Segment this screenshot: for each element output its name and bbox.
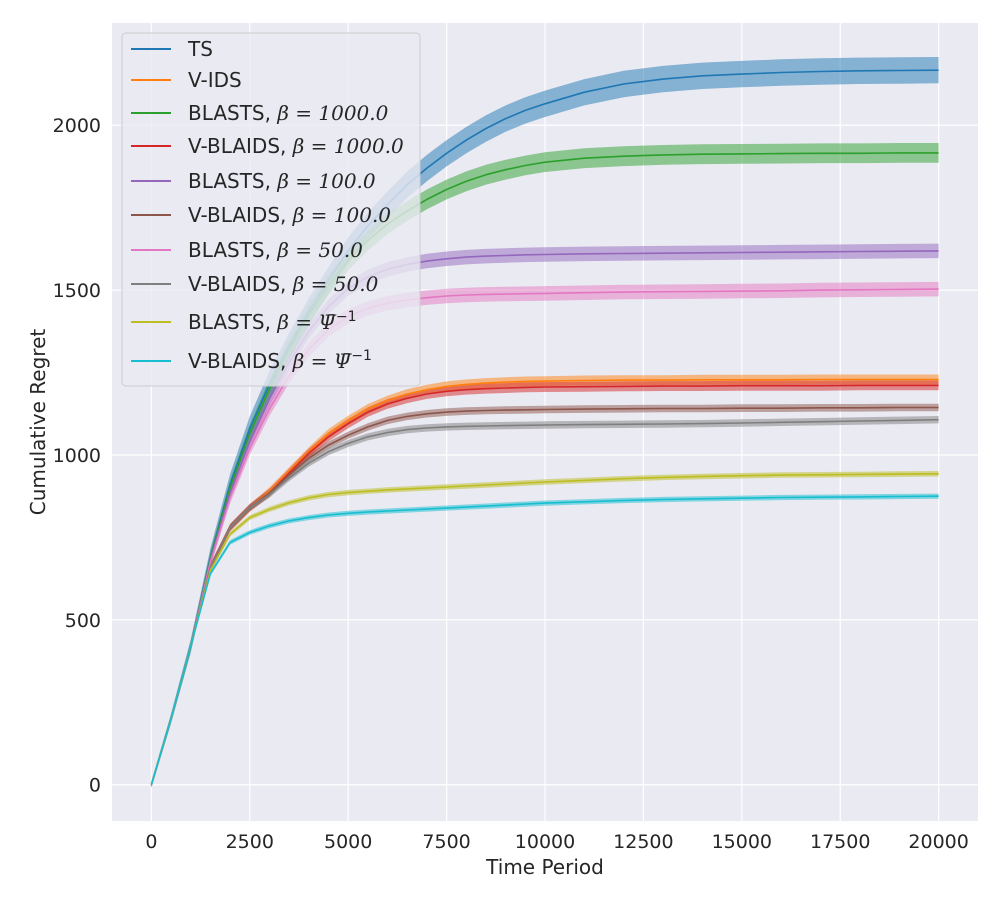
legend-label: V-BLAIDS, β = Ψ̄−1: [188, 348, 372, 373]
x-tick-label: 12500: [613, 831, 673, 853]
y-tick-label: 0: [89, 775, 101, 797]
series-line: [150, 473, 939, 785]
x-tick-label: 0: [145, 831, 157, 853]
legend-label: BLASTS, β = 1000.0: [188, 101, 389, 125]
series-line: [150, 69, 939, 785]
legend-label: BLASTS, β = 50.0: [188, 238, 363, 262]
x-tick-label: 15000: [712, 831, 772, 853]
legend-label: BLASTS, β = 100.0: [188, 169, 376, 193]
y-tick-label: 500: [65, 610, 101, 632]
y-tick-label: 1500: [53, 280, 101, 302]
legend-label: V-BLAIDS, β = 100.0: [188, 203, 391, 227]
x-tick-label: 20000: [908, 831, 968, 853]
series-line: [150, 250, 939, 785]
x-tick-label: 10000: [515, 831, 575, 853]
legend-box: [121, 32, 421, 387]
x-tick-label: 7500: [422, 831, 470, 853]
x-tick-labels: 0 2500 5000 7500 10000 12500 15000 17500 20000: [145, 831, 969, 853]
series-line: [150, 152, 939, 785]
series-line: [150, 495, 939, 785]
x-tick-label: 5000: [324, 831, 372, 853]
legend-label: BLASTS, β = Ψ̄−1: [188, 309, 357, 334]
legend-label: V-IDS: [188, 68, 242, 92]
legend-label: TS: [187, 37, 213, 61]
x-tick-label: 2500: [226, 831, 274, 853]
y-tick-labels: 0 500 1000 1500 2000: [53, 115, 101, 797]
x-tick-label: 17500: [810, 831, 870, 853]
legend-label: V-BLAIDS, β = 1000.0: [188, 134, 404, 158]
y-tick-label: 2000: [53, 115, 101, 137]
series-line: [150, 288, 939, 785]
series-line: [150, 418, 939, 785]
y-tick-label: 1000: [53, 445, 101, 467]
legend: TS V-IDS BLASTS, β = 1000.0 V-BLAIDS, β = 1…: [121, 32, 421, 387]
series-lines: [150, 69, 939, 785]
legend-label: V-BLAIDS, β = 50.0: [188, 272, 379, 296]
y-axis-title: Cumulative Regret: [26, 329, 50, 516]
x-axis-title: Time Period: [485, 855, 604, 879]
